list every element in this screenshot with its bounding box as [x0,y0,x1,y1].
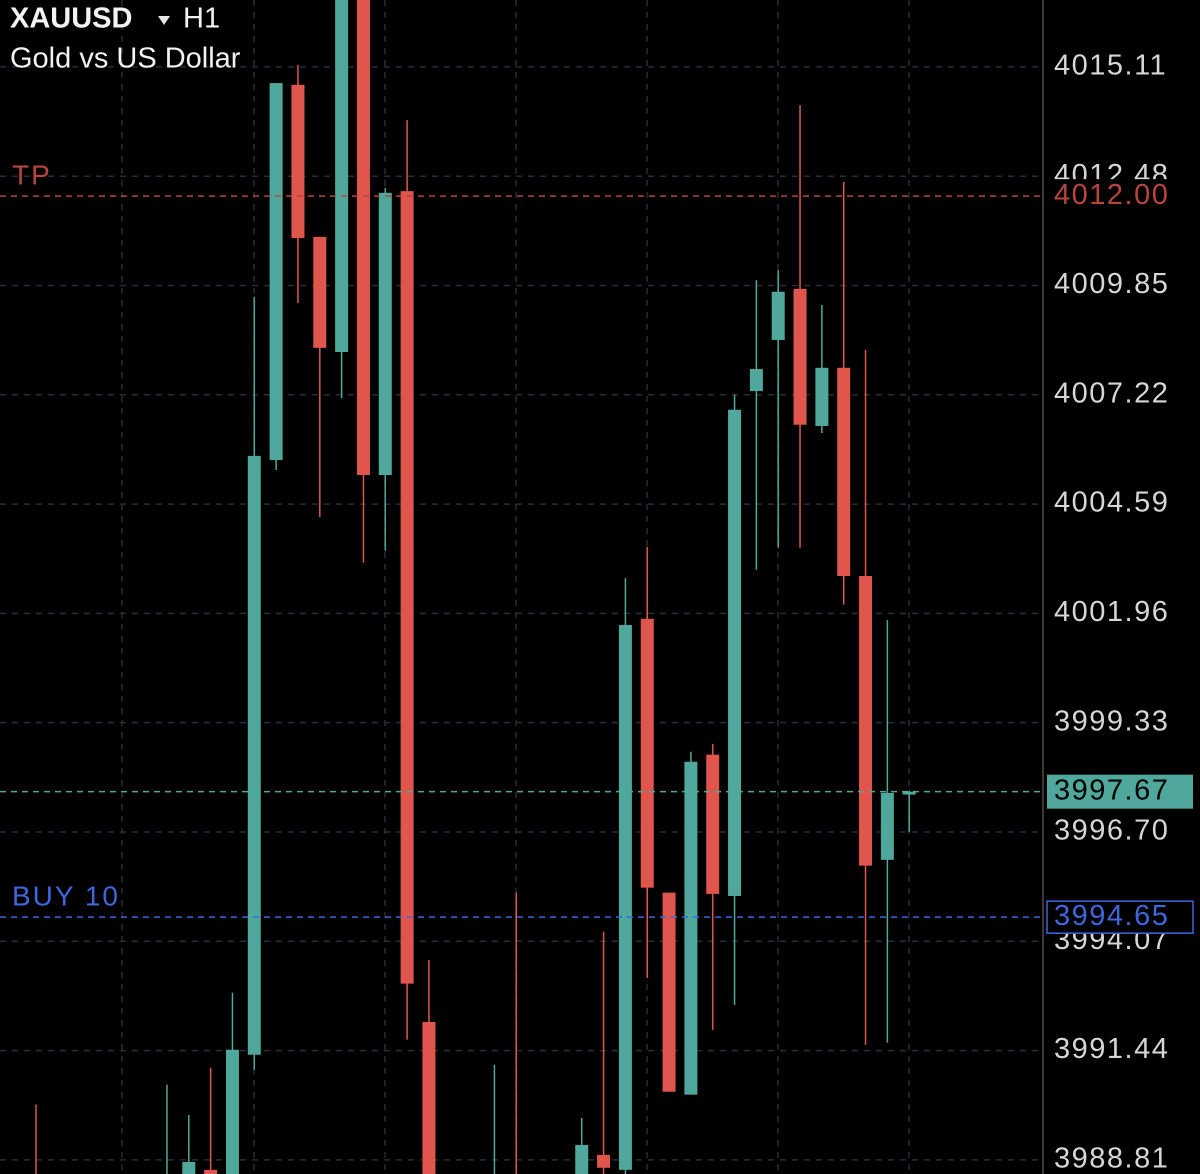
candle-body [771,291,785,340]
dropdown-icon[interactable] [158,16,170,25]
y-tick-label: 3999.33 [1054,705,1169,737]
price-label: 4012.00 [1054,179,1169,211]
candle-body [618,625,632,1170]
candle-body [204,1169,218,1174]
candle-body [335,0,349,352]
price-label-bg [1047,179,1195,210]
y-tick-label: 4015.11 [1054,50,1167,82]
candle-body [815,367,829,426]
y-tick-label: 3988.81 [1054,1143,1169,1174]
candle-body [597,1154,611,1168]
candle-body [749,369,763,392]
candle-body [706,754,720,894]
candle-body [793,288,807,425]
candle-body [291,84,305,239]
y-tick-label: 4009.85 [1054,268,1169,300]
y-tick-label: 4001.96 [1054,596,1169,628]
description: Gold vs US Dollar [10,43,241,75]
candle-body [422,1021,436,1174]
y-tick-label: 3991.44 [1054,1033,1169,1065]
candle-body [902,791,916,795]
price-lines: TP 4012.00 3997.67 BUY 10 3994.65 [0,160,1195,934]
price-label-box [1046,900,1194,934]
candles [35,0,916,1174]
candle-body [400,191,414,984]
price-line-name: TP [12,160,52,191]
symbol: XAUUSD [10,3,132,35]
price-label: 3994.65 [1054,900,1169,932]
candle-body [837,367,851,576]
timeframe[interactable]: H1 [183,3,220,35]
price-label-box [1047,774,1193,809]
candle-body [356,0,370,476]
candle-body [313,236,327,348]
price-label: 3997.67 [1054,774,1169,806]
candle-body [378,192,392,476]
header: XAUUSD H1 Gold vs US Dollar [10,3,241,75]
y-tick-label: 3996.70 [1054,815,1169,847]
candle-body [859,575,873,866]
candle-body [640,618,654,888]
candle-body [225,1049,239,1174]
candle-body [182,1161,196,1174]
y-tick-label: 4004.59 [1054,487,1169,519]
y-tick-label: 4007.22 [1054,377,1169,409]
candle-body [880,792,894,860]
candle-body [269,83,283,461]
candle-body [728,409,742,896]
candle-body [575,1144,589,1174]
candle-body [662,892,676,1092]
candle-body [247,455,261,1055]
candle-body [684,761,698,1095]
price-line-name: BUY 10 [12,881,120,912]
